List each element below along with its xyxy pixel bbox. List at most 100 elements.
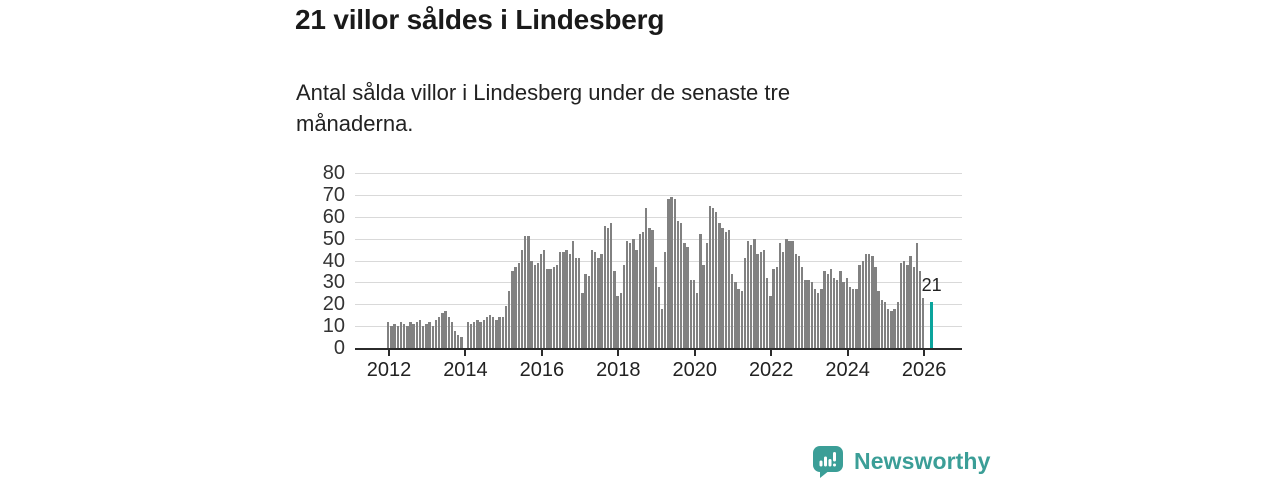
bar	[801, 267, 804, 348]
bar	[899, 262, 903, 348]
bar	[762, 249, 766, 348]
bar	[734, 282, 737, 348]
bar	[721, 227, 724, 348]
bar	[399, 321, 403, 348]
bar	[797, 256, 801, 348]
bar	[826, 273, 829, 348]
bar	[632, 238, 635, 348]
bar	[444, 310, 447, 348]
bar	[619, 293, 622, 348]
x-axis-tick	[540, 350, 543, 356]
bar	[922, 297, 925, 348]
bar	[622, 264, 626, 348]
bar	[625, 240, 629, 348]
gridline	[355, 282, 962, 284]
bar	[918, 271, 922, 348]
bar	[552, 267, 555, 348]
newsworthy-bubble-bar-chart-icon	[813, 446, 843, 478]
bar	[555, 264, 559, 348]
bar	[508, 291, 511, 348]
bar	[390, 326, 393, 348]
x-axis-tick	[846, 350, 849, 356]
newsworthy-logo-text: Newsworthy	[854, 447, 991, 474]
bar	[482, 319, 485, 348]
bar	[692, 280, 696, 348]
x-axis-label: 2020	[672, 359, 718, 381]
y-axis-label: 80	[322, 162, 345, 184]
bar	[495, 319, 498, 348]
bar	[578, 258, 581, 348]
bar	[699, 234, 702, 348]
bar	[562, 251, 565, 348]
bar	[769, 295, 772, 348]
bar	[864, 253, 868, 348]
bar	[651, 229, 654, 348]
bar	[702, 264, 705, 348]
bar	[406, 326, 409, 348]
bar	[584, 273, 587, 348]
bar	[409, 321, 412, 348]
bar	[422, 326, 425, 348]
bar	[880, 299, 884, 348]
bar	[807, 280, 810, 348]
bar	[893, 308, 896, 348]
bar	[565, 249, 568, 348]
bar	[558, 251, 562, 348]
bar	[603, 225, 606, 348]
bar	[759, 251, 763, 348]
bar	[606, 227, 610, 348]
highlight-value-label: 21	[921, 275, 942, 296]
bar	[527, 236, 530, 348]
bar	[705, 243, 708, 348]
x-axis-label: 2012	[366, 359, 412, 381]
bar	[829, 269, 833, 348]
bar	[657, 286, 661, 348]
bar	[727, 229, 731, 348]
bar	[425, 323, 428, 348]
bar	[848, 286, 852, 348]
y-axis-label: 20	[322, 293, 345, 316]
bar	[447, 317, 450, 348]
bar	[450, 321, 454, 348]
bar	[804, 280, 807, 348]
bar	[418, 319, 422, 348]
bar	[648, 227, 651, 348]
bar	[476, 319, 479, 348]
bar	[832, 278, 836, 348]
x-axis-label: 2026	[901, 359, 947, 381]
x-axis-label: 2018	[596, 359, 641, 381]
bar	[517, 262, 520, 348]
bar	[609, 223, 613, 348]
bar	[737, 288, 740, 348]
bar	[387, 321, 390, 348]
bar	[568, 253, 571, 348]
bar	[457, 334, 460, 348]
bar	[673, 199, 677, 348]
x-axis-tick	[693, 350, 696, 356]
bar	[670, 197, 673, 348]
bar	[549, 269, 552, 348]
gridline	[355, 216, 962, 218]
x-axis-label: 2016	[519, 359, 565, 381]
x-axis-line	[355, 348, 962, 350]
bar	[871, 256, 874, 348]
y-axis-label: 10	[322, 315, 345, 338]
bar	[816, 293, 820, 348]
bar	[654, 267, 657, 348]
bar	[695, 293, 699, 348]
bar	[581, 293, 584, 348]
bar	[546, 269, 549, 348]
bar	[766, 278, 769, 348]
x-axis-tick	[464, 350, 467, 356]
bar	[412, 323, 415, 348]
bar	[890, 310, 893, 348]
bar	[485, 317, 489, 348]
bar	[683, 243, 686, 348]
bar	[855, 288, 858, 348]
bar	[664, 251, 667, 348]
bar	[644, 208, 648, 348]
bar	[689, 280, 692, 348]
x-axis-label: 2024	[825, 359, 870, 381]
bar	[858, 264, 861, 348]
bar	[877, 291, 880, 348]
